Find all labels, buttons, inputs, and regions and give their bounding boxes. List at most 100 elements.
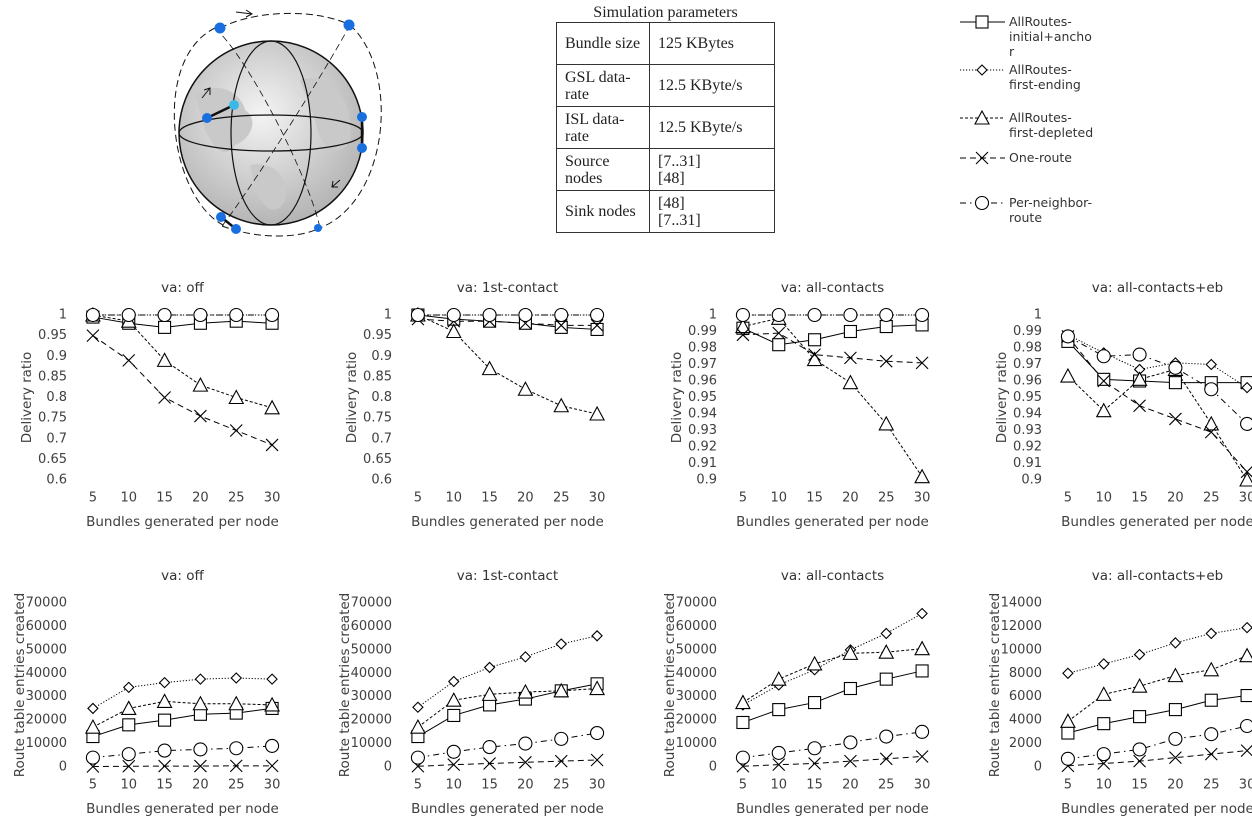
series-line bbox=[743, 325, 922, 345]
chart-title: va: all-contacts bbox=[781, 280, 884, 296]
x-tick-label: 20 bbox=[1167, 491, 1184, 506]
legend-label: One-route bbox=[1009, 150, 1095, 165]
series-line bbox=[418, 733, 597, 758]
y-axis-label: Route table entries created bbox=[12, 593, 28, 777]
marker bbox=[122, 748, 135, 761]
marker bbox=[916, 665, 928, 677]
marker bbox=[267, 674, 277, 684]
x-tick-label: 20 bbox=[842, 778, 859, 793]
y-tick-label: 0.93 bbox=[1013, 423, 1042, 438]
table-row: ISL data-rate12.5 KByte/s bbox=[557, 107, 775, 149]
legend-marker bbox=[976, 152, 988, 164]
y-tick-label: 40000 bbox=[676, 666, 717, 681]
y-tick-label: 0.92 bbox=[688, 440, 717, 455]
x-tick-label: 25 bbox=[878, 778, 895, 793]
x-tick-label: 5 bbox=[414, 778, 422, 793]
y-axis-label: Delivery ratio bbox=[669, 352, 685, 443]
x-tick-label: 10 bbox=[770, 778, 787, 793]
table-cell: 12.5 KByte/s bbox=[650, 65, 775, 107]
marker bbox=[1170, 638, 1180, 648]
marker bbox=[773, 339, 785, 351]
x-tick-label: 25 bbox=[1203, 778, 1220, 793]
marker bbox=[447, 745, 460, 758]
x-axis-label: Bundles generated per node bbox=[86, 801, 279, 817]
x-tick-label: 5 bbox=[1064, 491, 1072, 506]
y-tick-label: 0.99 bbox=[1013, 324, 1042, 339]
y-axis-label: Route table entries created bbox=[662, 593, 678, 777]
y-tick-label: 70000 bbox=[26, 596, 67, 611]
marker bbox=[1098, 718, 1110, 730]
marker bbox=[519, 309, 532, 322]
y-tick-label: 0.9 bbox=[46, 349, 67, 364]
marker bbox=[1061, 330, 1074, 343]
marker bbox=[880, 730, 893, 743]
marker bbox=[1241, 417, 1252, 430]
x-tick-label: 15 bbox=[481, 491, 498, 506]
y-tick-label: 2000 bbox=[1009, 736, 1042, 751]
marker bbox=[123, 354, 135, 366]
x-tick-label: 10 bbox=[445, 778, 462, 793]
x-tick-label: 15 bbox=[806, 778, 823, 793]
y-tick-label: 0.97 bbox=[688, 357, 717, 372]
marker bbox=[229, 697, 243, 710]
marker bbox=[159, 321, 171, 333]
marker bbox=[1097, 350, 1110, 363]
x-tick-label: 5 bbox=[739, 778, 747, 793]
y-tick-label: 0.95 bbox=[688, 390, 717, 405]
x-tick-label: 15 bbox=[156, 778, 173, 793]
marker bbox=[122, 309, 135, 322]
y-tick-label: 10000 bbox=[676, 736, 717, 751]
marker bbox=[554, 399, 568, 412]
marker bbox=[483, 362, 497, 375]
marker bbox=[160, 678, 170, 688]
y-tick-label: 0.97 bbox=[1013, 357, 1042, 372]
marker bbox=[1061, 714, 1075, 727]
marker bbox=[1098, 373, 1110, 385]
page: va: off0.60.650.70.750.80.850.90.9515101… bbox=[0, 0, 1252, 822]
x-tick-label: 10 bbox=[120, 778, 137, 793]
y-tick-label: 0.95 bbox=[363, 328, 392, 343]
series-line bbox=[1068, 726, 1247, 759]
marker bbox=[1061, 752, 1074, 765]
marker bbox=[1168, 669, 1182, 682]
y-tick-label: 0.65 bbox=[363, 452, 392, 467]
marker bbox=[86, 720, 100, 733]
y-tick-label: 8000 bbox=[1009, 666, 1042, 681]
y-tick-label: 0.9 bbox=[1021, 473, 1042, 488]
x-tick-label: 30 bbox=[589, 778, 606, 793]
y-tick-label: 0.75 bbox=[363, 411, 392, 426]
y-tick-label: 10000 bbox=[1001, 642, 1042, 657]
arrow bbox=[236, 10, 252, 17]
table: Bundle size125 KBytesGSL data-rate12.5 K… bbox=[556, 22, 775, 233]
chart-title: va: all-contacts+eb bbox=[1092, 280, 1224, 296]
marker bbox=[592, 631, 602, 641]
marker bbox=[773, 704, 785, 716]
marker bbox=[266, 739, 279, 752]
marker bbox=[1135, 650, 1145, 660]
marker bbox=[1204, 663, 1218, 676]
series-line bbox=[93, 336, 272, 445]
x-axis-label: Bundles generated per node bbox=[86, 514, 279, 530]
marker bbox=[1061, 369, 1075, 382]
marker bbox=[87, 330, 99, 342]
y-tick-label: 0.92 bbox=[1013, 440, 1042, 455]
table-cell: Bundle size bbox=[557, 23, 650, 65]
table-cell: Sink nodes bbox=[557, 191, 650, 233]
x-tick-label: 5 bbox=[89, 778, 97, 793]
marker bbox=[231, 673, 241, 683]
y-tick-label: 70000 bbox=[676, 596, 717, 611]
y-tick-label: 0.96 bbox=[1013, 374, 1042, 389]
table-cell: GSL data-rate bbox=[557, 65, 650, 107]
marker bbox=[159, 714, 171, 726]
marker bbox=[86, 751, 99, 764]
table-row: Sink nodes[48] [7..31] bbox=[557, 191, 775, 233]
marker bbox=[229, 391, 243, 404]
series-line bbox=[1068, 336, 1247, 423]
marker bbox=[448, 709, 460, 721]
chart-title: va: all-contacts bbox=[781, 568, 884, 584]
marker bbox=[844, 683, 856, 695]
marker bbox=[1097, 687, 1111, 700]
series-line bbox=[93, 746, 272, 758]
satellite bbox=[229, 100, 239, 110]
series-line bbox=[1068, 336, 1247, 471]
